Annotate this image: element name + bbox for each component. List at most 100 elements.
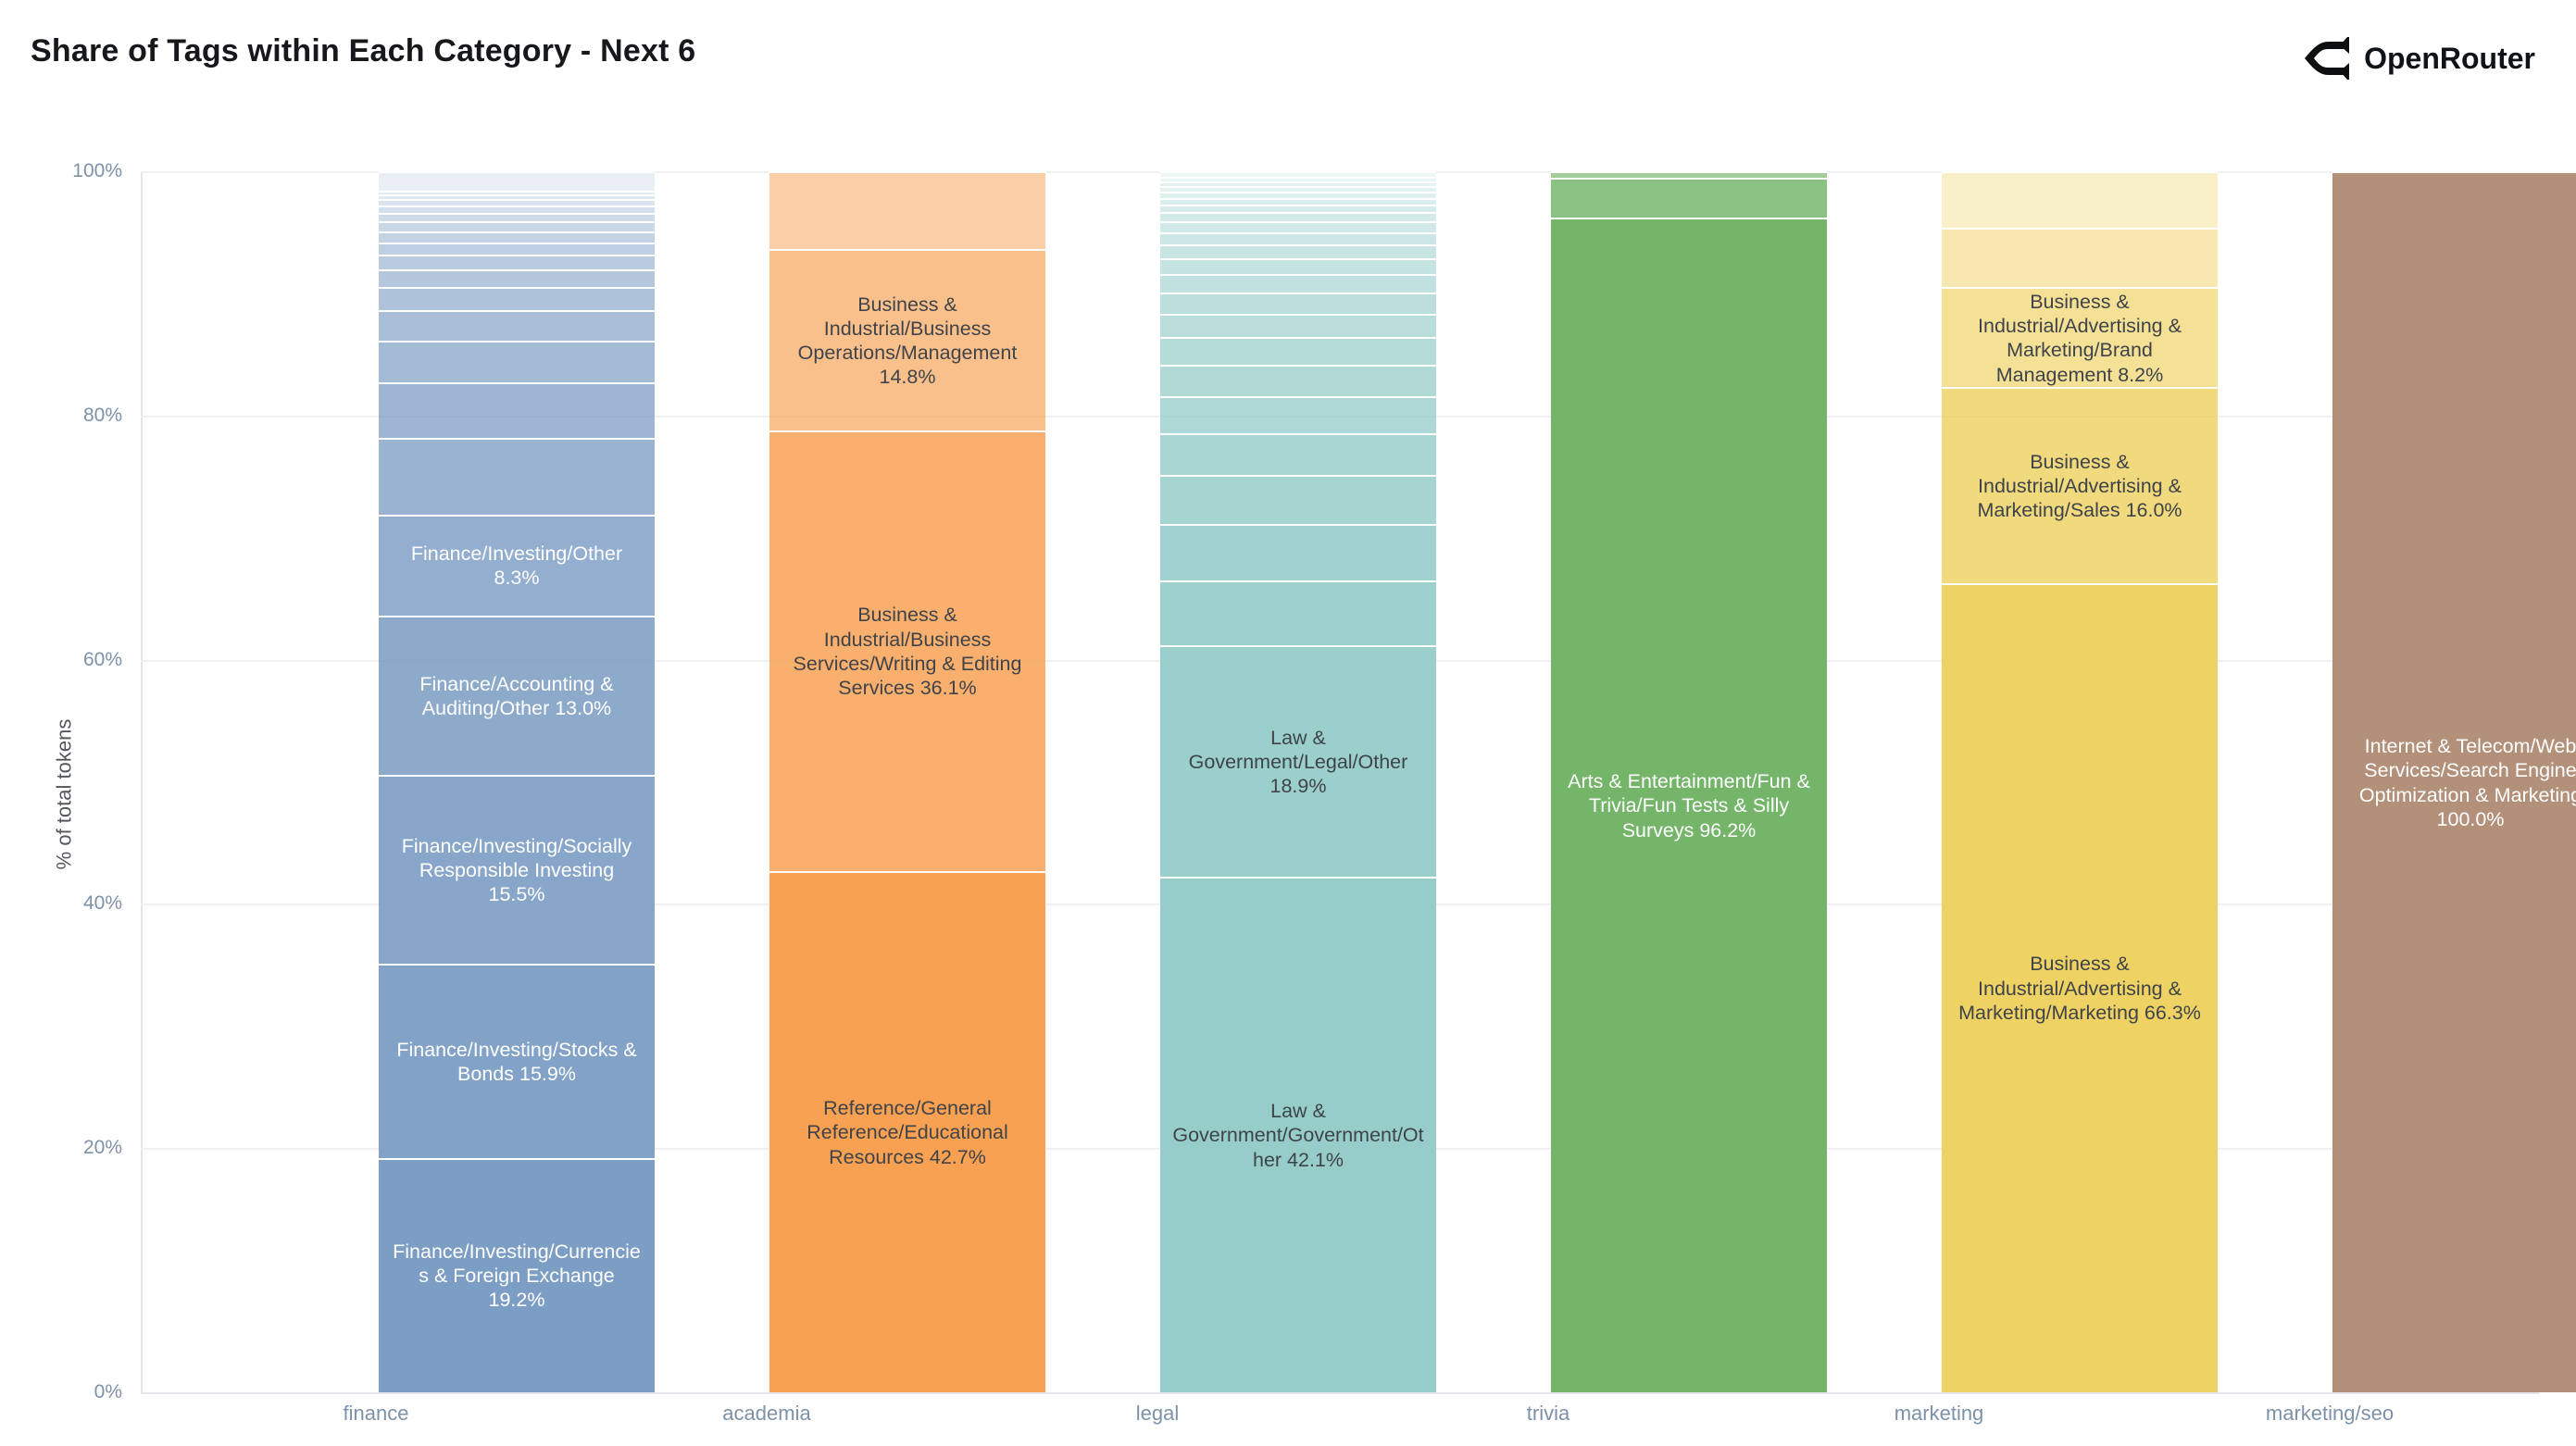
segment-label: Arts & Entertainment/Fun & Trivia/Fun Te… bbox=[1568, 770, 1810, 841]
bar-segment[interactable]: Law & Government/Government/Other 42.1% bbox=[1160, 877, 1436, 1392]
bar-segment[interactable] bbox=[379, 194, 655, 200]
y-tick-label: 80% bbox=[82, 404, 122, 426]
bar-segment[interactable] bbox=[1160, 396, 1436, 434]
bar-segment[interactable] bbox=[379, 212, 655, 222]
bar-trivia: Arts & Entertainment/Fun & Trivia/Fun Te… bbox=[1551, 171, 1827, 1392]
bar-marketing: Business & Industrial/Advertising & Mark… bbox=[1942, 171, 2218, 1392]
x-tick-label-legal: legal bbox=[1135, 1402, 1180, 1425]
bar-segment[interactable] bbox=[1160, 475, 1436, 525]
y-axis-title: % of total tokens bbox=[52, 718, 76, 870]
segment-label: Business & Industrial/Advertising & Mark… bbox=[1977, 450, 2182, 522]
segment-label: Law & Government/Legal/Other 18.9% bbox=[1188, 726, 1408, 798]
bar-segment[interactable] bbox=[379, 437, 655, 515]
bar-segment[interactable] bbox=[1160, 580, 1436, 645]
page-title: Share of Tags within Each Category - Nex… bbox=[31, 33, 696, 69]
bar-segment[interactable]: Reference/General Reference/Educational … bbox=[769, 870, 1045, 1392]
bar-segment[interactable]: Finance/Investing/Stocks & Bonds 15.9% bbox=[379, 964, 655, 1158]
segment-label: Finance/Investing/Stocks & Bonds 15.9% bbox=[396, 1038, 637, 1085]
bar-segment[interactable] bbox=[1160, 221, 1436, 232]
segment-label: Business & Industrial/Business Operation… bbox=[797, 293, 1018, 389]
bar-segment[interactable] bbox=[1160, 243, 1436, 259]
bar-legal: Law & Government/Government/Other 42.1% L… bbox=[1160, 171, 1436, 1392]
bar-segment[interactable] bbox=[1160, 181, 1436, 187]
bar-segment[interactable] bbox=[1551, 177, 1827, 218]
bar-segment[interactable] bbox=[1160, 433, 1436, 476]
chart-area: Finance/Investing/Currencies & Foreign E… bbox=[141, 171, 2576, 1394]
bar-segment[interactable] bbox=[1160, 258, 1436, 275]
bar-segment[interactable]: Finance/Investing/Other 8.3% bbox=[379, 514, 655, 617]
bar-segment[interactable] bbox=[769, 171, 1045, 250]
segment-label: Finance/Investing/Socially Responsible I… bbox=[401, 834, 632, 905]
bar-segment[interactable] bbox=[1160, 274, 1436, 293]
bar-segment[interactable] bbox=[1160, 231, 1436, 244]
bar-segment[interactable] bbox=[1160, 186, 1436, 192]
y-axis-line bbox=[141, 171, 143, 1392]
segment-label: Finance/Investing/Other 8.3% bbox=[410, 542, 623, 590]
bar-segment[interactable] bbox=[379, 171, 655, 192]
bar-segment[interactable]: Internet & Telecom/Web Services/Search E… bbox=[2332, 171, 2576, 1392]
bar-segment[interactable] bbox=[1160, 204, 1436, 213]
bar-segment[interactable]: Business & Industrial/Advertising & Mark… bbox=[1942, 287, 2218, 388]
bar-segment[interactable] bbox=[1942, 171, 2218, 228]
segment-label: Reference/General Reference/Educational … bbox=[807, 1097, 1008, 1168]
bar-finance: Finance/Investing/Currencies & Foreign E… bbox=[379, 171, 655, 1392]
bar-segment[interactable] bbox=[379, 199, 655, 206]
y-tick-label: 20% bbox=[82, 1137, 122, 1159]
bar-segment[interactable]: Business & Industrial/Advertising & Mark… bbox=[1942, 582, 2218, 1392]
bar-segment[interactable]: Law & Government/Legal/Other 18.9% bbox=[1160, 645, 1436, 878]
bar-segment[interactable] bbox=[379, 254, 655, 269]
bar-segment[interactable] bbox=[379, 310, 655, 342]
bar-segment[interactable] bbox=[1160, 212, 1436, 222]
bar-segment[interactable]: Arts & Entertainment/Fun & Trivia/Fun Te… bbox=[1551, 218, 1827, 1392]
bar-academia: Reference/General Reference/Educational … bbox=[769, 171, 1045, 1392]
segment-label: Law & Government/Government/Other 42.1% bbox=[1172, 1100, 1424, 1171]
segment-label: Finance/Investing/Currencies & Foreign E… bbox=[393, 1240, 641, 1312]
y-tick-label: 60% bbox=[82, 648, 122, 670]
y-tick-label: 40% bbox=[82, 892, 122, 915]
x-tick-label-marketing: marketing bbox=[1894, 1402, 1984, 1425]
bar-segment[interactable] bbox=[1160, 197, 1436, 205]
bar-segment[interactable] bbox=[1160, 524, 1436, 580]
bar-segment[interactable] bbox=[1160, 191, 1436, 198]
segment-label: Business & Industrial/Advertising & Mark… bbox=[1958, 953, 2201, 1024]
bar-segment[interactable] bbox=[379, 206, 655, 213]
brand-name: OpenRouter bbox=[2364, 41, 2535, 75]
y-tick-label: 100% bbox=[72, 160, 122, 181]
segment-label: Business & Industrial/Advertising & Mark… bbox=[1978, 290, 2182, 386]
x-tick-label-finance: finance bbox=[343, 1402, 409, 1425]
bar-segment[interactable] bbox=[379, 268, 655, 288]
bar-segment[interactable] bbox=[379, 231, 655, 243]
bar-segment[interactable] bbox=[1160, 313, 1436, 338]
bar-segment[interactable]: Finance/Accounting & Auditing/Other 13.0… bbox=[379, 616, 655, 775]
segment-label: Internet & Telecom/Web Services/Search E… bbox=[2358, 735, 2576, 830]
segment-label: Business & Industrial/Business Services/… bbox=[793, 604, 1022, 699]
bar-segment[interactable] bbox=[379, 341, 655, 383]
bar-segment[interactable]: Business & Industrial/Business Operation… bbox=[769, 249, 1045, 430]
bar-segment[interactable] bbox=[379, 287, 655, 311]
bar-segment[interactable] bbox=[1551, 171, 1827, 178]
bar-marketing-seo: Internet & Telecom/Web Services/Search E… bbox=[2332, 171, 2576, 1392]
x-tick-label-marketing-seo: marketing/seo bbox=[2265, 1402, 2395, 1425]
bar-segment[interactable]: Finance/Investing/Currencies & Foreign E… bbox=[379, 1157, 655, 1392]
gridline bbox=[141, 1392, 2539, 1394]
bar-segment[interactable] bbox=[379, 242, 655, 255]
segment-label: Finance/Accounting & Auditing/Other 13.0… bbox=[419, 672, 614, 719]
x-tick-label-academia: academia bbox=[722, 1402, 811, 1425]
y-tick-label: 0% bbox=[94, 1381, 122, 1402]
bar-segment[interactable]: Business & Industrial/Advertising & Mark… bbox=[1942, 387, 2218, 583]
bar-segment[interactable] bbox=[1160, 337, 1436, 366]
brand-logo: OpenRouter bbox=[2301, 37, 2535, 80]
bar-segment[interactable]: Business & Industrial/Business Services/… bbox=[769, 430, 1045, 871]
bar-segment[interactable] bbox=[1942, 227, 2218, 288]
bar-segment[interactable]: Finance/Investing/Socially Responsible I… bbox=[379, 774, 655, 965]
bar-segment[interactable] bbox=[379, 382, 655, 438]
openrouter-chevron-icon bbox=[2305, 37, 2350, 80]
bar-segment[interactable] bbox=[1160, 177, 1436, 181]
bar-segment[interactable] bbox=[1160, 365, 1436, 397]
bar-segment[interactable] bbox=[1160, 293, 1436, 314]
bar-segment[interactable] bbox=[1160, 171, 1436, 178]
bar-segment[interactable] bbox=[379, 221, 655, 231]
bar-segment[interactable] bbox=[379, 191, 655, 195]
x-tick-label-trivia: trivia bbox=[1526, 1402, 1570, 1425]
